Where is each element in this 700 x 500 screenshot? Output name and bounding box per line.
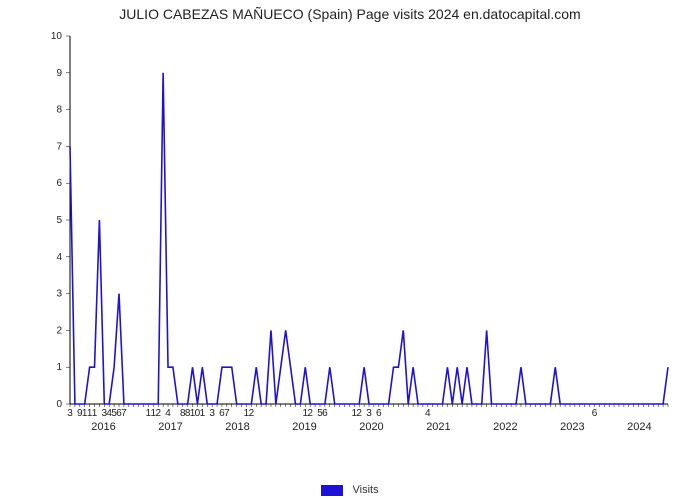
svg-text:1: 1 (92, 408, 98, 419)
svg-text:2019: 2019 (292, 421, 316, 433)
svg-text:7: 7 (56, 141, 62, 152)
svg-text:3: 3 (366, 408, 372, 419)
svg-text:3: 3 (67, 408, 73, 419)
svg-text:4: 4 (165, 408, 171, 419)
legend-label: Visits (352, 484, 378, 496)
svg-text:6: 6 (56, 178, 62, 189)
svg-text:2021: 2021 (426, 421, 450, 433)
svg-text:5: 5 (56, 215, 62, 226)
svg-text:2020: 2020 (359, 421, 383, 433)
svg-text:3: 3 (56, 289, 62, 300)
svg-text:2: 2 (249, 408, 255, 419)
chart-title: JULIO CABEZAS MAÑUECO (Spain) Page visit… (0, 6, 700, 22)
svg-text:10: 10 (51, 31, 63, 42)
svg-text:1: 1 (56, 362, 62, 373)
legend: Visits (0, 484, 700, 496)
svg-text:7: 7 (121, 408, 127, 419)
svg-text:1: 1 (200, 408, 206, 419)
svg-text:2016: 2016 (91, 421, 115, 433)
svg-text:6: 6 (592, 408, 598, 419)
svg-text:2023: 2023 (560, 421, 584, 433)
svg-text:2: 2 (56, 325, 62, 336)
svg-text:0: 0 (56, 399, 62, 410)
svg-text:8: 8 (56, 105, 62, 116)
svg-text:2018: 2018 (225, 421, 249, 433)
legend-swatch (321, 485, 343, 496)
svg-text:4: 4 (56, 252, 62, 263)
svg-text:2: 2 (356, 408, 362, 419)
chart-container: JULIO CABEZAS MAÑUECO (Spain) Page visit… (0, 0, 700, 500)
line-chart: 0123456789103911134567112488101367121256… (44, 30, 676, 440)
svg-text:6: 6 (376, 408, 382, 419)
svg-text:2017: 2017 (158, 421, 182, 433)
svg-text:6: 6 (322, 408, 328, 419)
svg-text:2024: 2024 (627, 421, 651, 433)
svg-text:9: 9 (56, 68, 62, 79)
svg-text:7: 7 (224, 408, 230, 419)
svg-text:2022: 2022 (493, 421, 517, 433)
svg-text:3: 3 (209, 408, 215, 419)
svg-text:4: 4 (425, 408, 431, 419)
svg-text:2: 2 (307, 408, 313, 419)
svg-text:2: 2 (155, 408, 161, 419)
